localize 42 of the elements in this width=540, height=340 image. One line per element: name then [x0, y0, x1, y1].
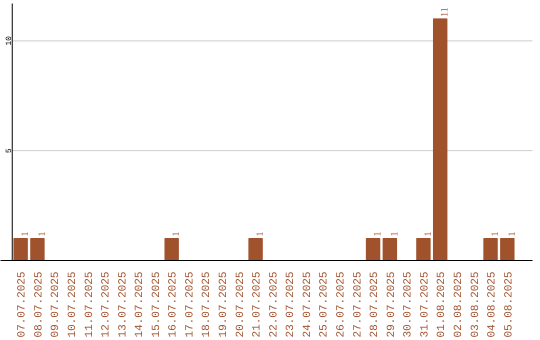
- data-label: 1: [372, 232, 384, 237]
- x-tick-label: 04.08.2025: [486, 271, 499, 338]
- data-label: 1: [36, 232, 48, 237]
- y-tick-label: 10: [5, 36, 14, 46]
- x-tick-label: 03.08.2025: [470, 271, 482, 338]
- x-tick-label: 31.07.2025: [419, 271, 432, 338]
- x-tick-label: 17.07.2025: [184, 271, 196, 338]
- x-tick-label: 05.08.2025: [503, 271, 516, 338]
- x-tick-label: 22.07.2025: [268, 271, 280, 338]
- x-tick-label: 28.07.2025: [369, 271, 382, 338]
- x-tick-label: 21.07.2025: [252, 271, 264, 338]
- x-tick-label: 01.08.2025: [436, 271, 448, 338]
- data-label: 1: [20, 232, 32, 237]
- x-tick-label: 16.07.2025: [168, 271, 180, 338]
- x-tick-label: 24.07.2025: [302, 271, 314, 338]
- x-tick-label: 13.07.2025: [117, 271, 130, 338]
- data-label: 1: [506, 232, 518, 237]
- x-tick-label: 18.07.2025: [201, 271, 214, 338]
- data-label: 11: [440, 7, 451, 17]
- data-label: 1: [255, 232, 266, 237]
- x-tick-label: 30.07.2025: [402, 271, 415, 338]
- x-tick-label: 11.07.2025: [84, 271, 96, 338]
- x-tick-label: 08.07.2025: [33, 271, 46, 338]
- x-tick-label: 26.07.2025: [336, 271, 348, 338]
- x-tick-label: 23.07.2025: [285, 271, 298, 338]
- x-tick-label: 07.07.2025: [16, 271, 29, 338]
- x-tick-label: 09.07.2025: [50, 271, 62, 338]
- data-label: 1: [490, 232, 502, 237]
- x-tick-label: 12.07.2025: [100, 271, 113, 338]
- x-tick-label: 15.07.2025: [150, 271, 163, 338]
- x-tick-label: 14.07.2025: [134, 271, 146, 338]
- data-label: 1: [171, 232, 182, 237]
- data-label: 1: [422, 232, 434, 237]
- x-tick-label: 02.08.2025: [452, 271, 465, 338]
- x-tick-label: 27.07.2025: [352, 271, 364, 338]
- x-tick-label: 19.07.2025: [218, 271, 230, 338]
- x-tick-label: 25.07.2025: [318, 271, 331, 338]
- x-tick-label: 29.07.2025: [386, 271, 398, 338]
- y-tick-label: 5: [5, 148, 14, 154]
- data-label: 1: [389, 232, 400, 237]
- x-tick-label: 10.07.2025: [66, 271, 79, 338]
- x-tick-label: 20.07.2025: [234, 271, 247, 338]
